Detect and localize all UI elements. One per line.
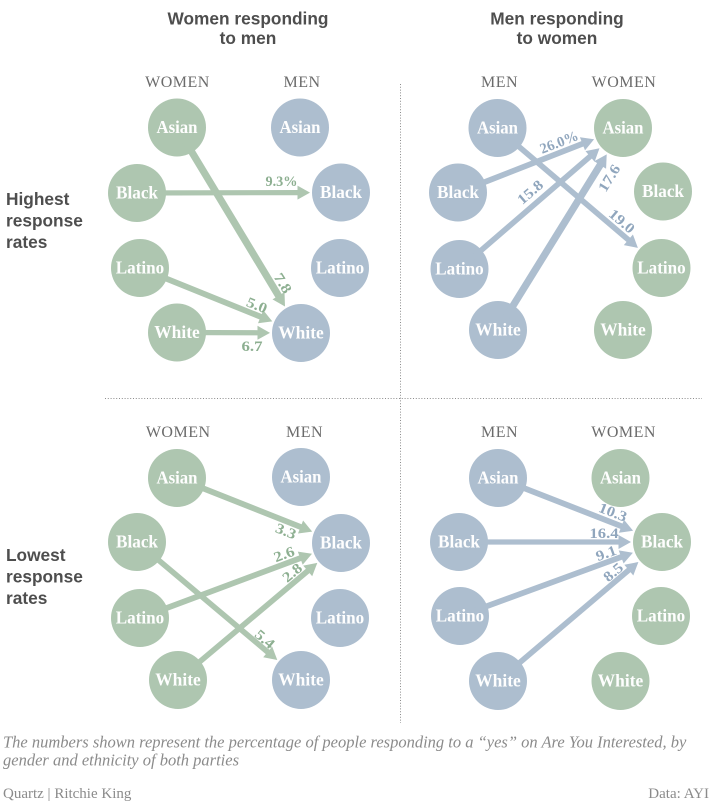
svg-text:6.7: 6.7 <box>242 339 263 355</box>
svg-text:White: White <box>278 670 324 690</box>
svg-text:5.0: 5.0 <box>244 295 269 318</box>
svg-text:Black: Black <box>320 533 362 553</box>
svg-text:Asian: Asian <box>603 118 644 138</box>
svg-text:Black: Black <box>116 183 158 203</box>
svg-text:Latino: Latino <box>436 606 485 626</box>
svg-text:9.1: 9.1 <box>594 543 619 565</box>
svg-text:response: response <box>6 567 83 587</box>
svg-text:Asian: Asian <box>157 117 198 137</box>
svg-text:Latino: Latino <box>637 606 686 626</box>
svg-text:gender and ethnicity of both p: gender and ethnicity of both parties <box>3 750 239 769</box>
svg-text:White: White <box>475 320 521 340</box>
svg-text:WOMEN: WOMEN <box>145 74 210 91</box>
svg-text:Asian: Asian <box>478 468 519 488</box>
svg-text:to women: to women <box>517 28 598 48</box>
svg-text:WOMEN: WOMEN <box>592 74 657 91</box>
svg-text:rates: rates <box>6 588 47 608</box>
svg-text:MEN: MEN <box>286 424 323 441</box>
svg-text:Latino: Latino <box>435 259 484 279</box>
svg-text:White: White <box>598 671 644 691</box>
svg-text:Black: Black <box>641 532 683 552</box>
svg-text:Asian: Asian <box>280 117 321 137</box>
svg-text:Black: Black <box>438 532 480 552</box>
svg-text:16.4: 16.4 <box>590 526 619 542</box>
svg-text:Latino: Latino <box>316 608 365 628</box>
svg-text:Women responding: Women responding <box>168 9 329 29</box>
svg-text:response: response <box>6 211 83 231</box>
svg-text:Latino: Latino <box>116 608 165 628</box>
svg-text:Latino: Latino <box>316 258 365 278</box>
svg-text:Black: Black <box>320 182 362 202</box>
svg-text:3.3: 3.3 <box>273 521 298 544</box>
svg-text:Asian: Asian <box>281 467 322 487</box>
svg-text:White: White <box>278 323 324 343</box>
svg-text:Asian: Asian <box>477 118 518 138</box>
svg-text:9.3%: 9.3% <box>266 174 298 190</box>
svg-text:MEN: MEN <box>283 74 320 91</box>
svg-text:White: White <box>155 670 201 690</box>
svg-text:MEN: MEN <box>481 74 518 91</box>
svg-text:rates: rates <box>6 232 47 252</box>
svg-text:Highest: Highest <box>6 189 70 209</box>
svg-text:Asian: Asian <box>157 468 198 488</box>
svg-text:White: White <box>154 322 200 342</box>
svg-text:Quartz | Ritchie King: Quartz | Ritchie King <box>3 786 132 802</box>
svg-text:Asian: Asian <box>600 468 641 488</box>
svg-text:MEN: MEN <box>481 424 518 441</box>
svg-text:Black: Black <box>437 182 479 202</box>
svg-text:The numbers shown represent th: The numbers shown represent the percenta… <box>3 733 687 752</box>
svg-text:Men responding: Men responding <box>490 9 623 29</box>
svg-text:White: White <box>475 671 521 691</box>
svg-text:Lowest: Lowest <box>6 545 66 565</box>
svg-text:2.6: 2.6 <box>272 544 297 566</box>
svg-text:WOMEN: WOMEN <box>146 424 211 441</box>
svg-text:WOMEN: WOMEN <box>591 424 656 441</box>
svg-text:Data: AYI: Data: AYI <box>648 786 709 802</box>
svg-text:White: White <box>600 320 646 340</box>
svg-text:Black: Black <box>642 181 684 201</box>
svg-text:Latino: Latino <box>637 258 686 278</box>
svg-text:Black: Black <box>116 532 158 552</box>
svg-text:Latino: Latino <box>116 258 165 278</box>
svg-text:to men: to men <box>220 28 277 48</box>
